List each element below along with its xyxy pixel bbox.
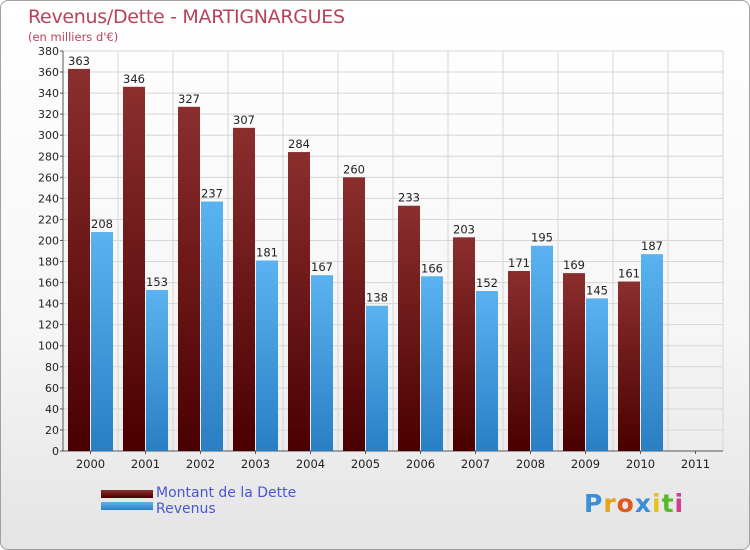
- bar-dette: [343, 177, 365, 451]
- data-label: 187: [641, 239, 663, 253]
- x-tick-label: 2011: [681, 457, 710, 471]
- data-label: 161: [618, 267, 640, 281]
- bar-revenus: [531, 245, 553, 451]
- bar-dette: [233, 127, 255, 451]
- bar-revenus: [91, 232, 113, 451]
- bar-revenus: [201, 201, 223, 451]
- logo-letter: o: [616, 489, 635, 518]
- bar-revenus: [311, 275, 333, 451]
- y-tick-label: 180: [38, 256, 59, 269]
- data-label: 181: [256, 245, 278, 259]
- x-tick-label: 2006: [406, 457, 435, 471]
- logo-letter: i: [652, 489, 662, 518]
- y-tick-label: 320: [38, 108, 59, 121]
- y-tick-label: 80: [45, 361, 59, 374]
- data-label: 195: [531, 231, 553, 245]
- bar-dette: [178, 106, 200, 451]
- data-label: 363: [68, 54, 90, 68]
- bar-revenus: [476, 291, 498, 451]
- bar-revenus: [256, 260, 278, 451]
- logo-letter: x: [634, 489, 652, 518]
- data-label: 203: [453, 222, 475, 236]
- chart-subtitle: (en milliers d'€): [28, 30, 119, 44]
- data-label: 307: [233, 113, 255, 127]
- bar-dette: [508, 271, 530, 451]
- y-tick-label: 360: [38, 66, 59, 79]
- x-tick-label: 2009: [571, 457, 600, 471]
- y-tick-label: 280: [38, 150, 59, 163]
- legend-label-dette: Montant de la Dette: [156, 485, 297, 501]
- data-label: 284: [288, 137, 310, 151]
- legend-swatch-revenus: [101, 502, 153, 510]
- y-tick-label: 220: [38, 213, 59, 226]
- x-tick-label: 2003: [241, 457, 270, 471]
- x-tick-label: 2010: [626, 457, 655, 471]
- logo-letter: i: [674, 489, 685, 518]
- bar-dette: [68, 68, 90, 451]
- y-tick-label: 200: [38, 234, 59, 247]
- bar-dette: [288, 152, 310, 452]
- bar-dette: [453, 237, 475, 451]
- data-label: 152: [476, 276, 498, 290]
- y-tick-label: 20: [45, 424, 59, 437]
- data-label: 145: [586, 283, 608, 297]
- y-tick-label: 380: [38, 45, 59, 58]
- bar-dette: [398, 205, 420, 451]
- data-label: 346: [123, 72, 145, 86]
- bar-revenus: [641, 254, 663, 451]
- data-label: 208: [91, 217, 113, 231]
- data-label: 260: [343, 162, 365, 176]
- data-label: 237: [201, 187, 223, 201]
- data-label: 327: [178, 92, 200, 106]
- logo-letter: t: [661, 489, 675, 518]
- bar-revenus: [146, 289, 168, 451]
- logo-letter: P: [584, 489, 604, 518]
- logo-letter: r: [603, 489, 617, 518]
- legend-swatch-dette: [101, 490, 153, 498]
- y-tick-label: 120: [38, 319, 59, 332]
- y-tick-label: 340: [38, 87, 59, 100]
- y-tick-label: 240: [38, 192, 59, 205]
- y-tick-label: 140: [38, 298, 59, 311]
- y-tick-label: 260: [38, 171, 59, 184]
- data-label: 167: [311, 260, 333, 274]
- y-tick-label: 160: [38, 277, 59, 290]
- x-tick-label: 2000: [76, 457, 105, 471]
- data-label: 169: [563, 258, 585, 272]
- data-label: 138: [366, 291, 388, 305]
- data-label: 153: [146, 275, 168, 289]
- y-tick-label: 40: [45, 403, 59, 416]
- y-tick-label: 60: [45, 382, 59, 395]
- bar-dette: [563, 273, 585, 451]
- y-tick-label: 300: [38, 129, 59, 142]
- x-tick-label: 2002: [186, 457, 215, 471]
- x-tick-label: 2005: [351, 457, 380, 471]
- proxiti-logo: Proxiti: [584, 489, 684, 518]
- x-tick-label: 2004: [296, 457, 325, 471]
- legend-label-revenus: Revenus: [156, 501, 216, 517]
- x-tick-label: 2001: [131, 457, 160, 471]
- bar-dette: [123, 86, 145, 451]
- x-tick-label: 2008: [516, 457, 545, 471]
- x-tick-label: 2007: [461, 457, 490, 471]
- chart-title: Revenus/Dette - MARTIGNARGUES: [28, 6, 345, 28]
- bar-revenus: [586, 298, 608, 451]
- y-tick-label: 0: [52, 445, 59, 458]
- bar-dette: [618, 281, 640, 451]
- y-tick-label: 100: [38, 340, 59, 353]
- data-label: 166: [421, 261, 443, 275]
- data-label: 233: [398, 191, 420, 205]
- bar-revenus: [421, 276, 443, 451]
- data-label: 171: [508, 256, 530, 270]
- bar-revenus: [366, 305, 388, 451]
